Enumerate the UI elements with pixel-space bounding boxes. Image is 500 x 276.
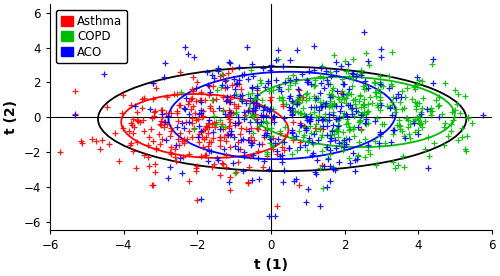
- X-axis label: t (1): t (1): [254, 258, 288, 272]
- Legend: Asthma, COPD, ACO: Asthma, COPD, ACO: [56, 10, 127, 63]
- Y-axis label: t (2): t (2): [4, 100, 18, 134]
